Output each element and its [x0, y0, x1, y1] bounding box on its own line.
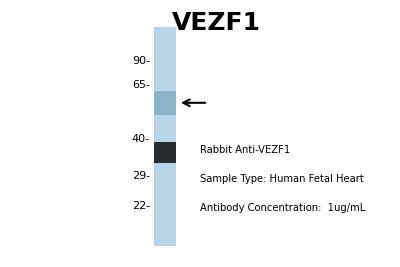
Text: 29-: 29- [132, 171, 150, 181]
Bar [154, 142, 176, 163]
Text: Antibody Concentration:  1ug/mL: Antibody Concentration: 1ug/mL [200, 203, 365, 213]
Text: 65-: 65- [132, 80, 150, 91]
Bar [154, 27, 176, 246]
Text: 40-: 40- [132, 134, 150, 144]
Text: Sample Type: Human Fetal Heart: Sample Type: Human Fetal Heart [200, 174, 364, 184]
Text: VEZF1: VEZF1 [172, 11, 260, 35]
Text: Rabbit Anti-VEZF1: Rabbit Anti-VEZF1 [200, 144, 290, 155]
Text: 22-: 22- [132, 201, 150, 211]
Bar [154, 91, 176, 115]
Text: 90-: 90- [132, 56, 150, 66]
